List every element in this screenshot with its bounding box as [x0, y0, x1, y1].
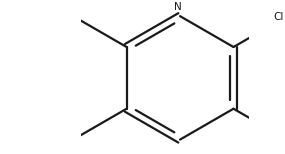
Text: N: N	[174, 2, 182, 12]
Text: Cl: Cl	[273, 12, 283, 22]
